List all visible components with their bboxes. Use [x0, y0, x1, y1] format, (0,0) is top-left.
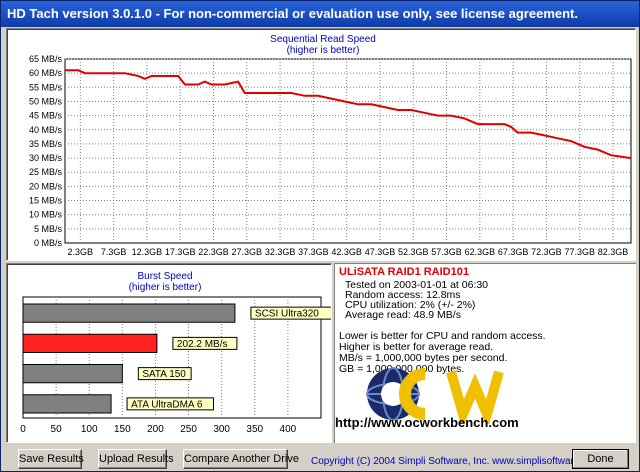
seq-x-tick-label: 12.3GB [132, 247, 163, 257]
seq-y-tick-label: 40 MB/s [29, 125, 63, 135]
seq-x-tick-label: 7.3GB [101, 247, 127, 257]
burst-bar-label-box [250, 306, 331, 320]
seq-y-tick-label: 10 MB/s [29, 210, 63, 220]
burst-chart-title: Burst Speed [137, 271, 192, 282]
drive-name: ULiSATA RAID1 RAID101 [339, 266, 469, 278]
burst-speed-chart: Burst Speed (higher is better) SCSI Ultr… [20, 271, 331, 435]
compare-another-drive-button[interactable]: Compare Another Drive [183, 449, 299, 469]
burst-x-tick-label: 250 [180, 424, 197, 435]
seq-x-tick-label: 47.3GB [365, 247, 396, 257]
seq-x-tick-label: 17.3GB [165, 247, 196, 257]
burst-bar [22, 333, 158, 353]
save-results-button[interactable]: Save Results [18, 449, 84, 469]
note-higher-better: Higher is better for average read. [339, 341, 494, 353]
tested-on: Tested on 2003-01-01 at 06:30 [345, 279, 489, 291]
seq-y-tick-label: 60 MB/s [29, 68, 63, 78]
title-bar: HD Tach version 3.0.1.0 - For non-commer… [1, 1, 639, 27]
sequential-read-chart: Sequential Read Speed (higher is better)… [29, 34, 632, 257]
burst-bar-label: 202.2 MB/s [177, 339, 228, 350]
burst-bar-label: ATA UltraDMA 6 [131, 399, 203, 410]
seq-y-tick-label: 45 MB/s [29, 111, 63, 121]
seq-chart-title: Sequential Read Speed [270, 34, 376, 45]
burst-x-tick-label: 100 [81, 424, 98, 435]
note-mbs-definition: MB/s = 1,000,000 bytes per second. [339, 352, 508, 364]
burst-bar [22, 394, 112, 414]
burst-plot-frame [22, 296, 322, 419]
note-gb-definition: GB = 1,000,000,000 bytes. [339, 363, 465, 375]
burst-chart-subtitle: (higher is better) [129, 282, 202, 293]
done-button[interactable]: Done [572, 449, 629, 469]
upload-results-button[interactable]: Upload Results [98, 449, 174, 469]
seq-read-line [65, 69, 632, 160]
burst-x-tick-label: 0 [20, 424, 26, 435]
seq-y-tick-label: 55 MB/s [29, 82, 63, 92]
seq-y-tick-label: 30 MB/s [29, 153, 63, 163]
ocw-logo-watermark [366, 367, 504, 424]
drive-info-panel: ULiSATA RAID1 RAID101 Tested on 2003-01-… [334, 263, 636, 443]
seq-x-tick-label: 37.3GB [298, 247, 329, 257]
seq-y-tick-label: 35 MB/s [29, 139, 63, 149]
seq-x-tick-label: 27.3GB [232, 247, 263, 257]
seq-y-tick-label: 25 MB/s [29, 167, 63, 177]
random-access: Random access: 12.8ms [345, 289, 461, 301]
burst-x-tick-label: 50 [51, 424, 63, 435]
seq-x-tick-label: 22.3GB [198, 247, 229, 257]
cpu-utilization: CPU utilization: 2% (+/- 2%) [345, 299, 476, 311]
note-lower-better: Lower is better for CPU and random acces… [339, 330, 546, 342]
seq-y-tick-label: 50 MB/s [29, 96, 63, 106]
burst-x-tick-label: 150 [114, 424, 131, 435]
seq-y-tick-label: 0 MB/s [34, 238, 63, 248]
seq-y-tick-label: 15 MB/s [29, 196, 63, 206]
burst-bar [22, 303, 236, 323]
seq-x-tick-label: 57.3GB [431, 247, 462, 257]
burst-bar [22, 364, 123, 384]
burst-speed-panel: Burst Speed (higher is better) SCSI Ultr… [6, 263, 332, 443]
seq-y-tick-label: 65 MB/s [29, 54, 63, 64]
seq-x-tick-label: 77.3GB [564, 247, 595, 257]
burst-x-tick-label: 200 [147, 424, 164, 435]
seq-x-tick-label: 42.3GB [331, 247, 362, 257]
burst-x-tick-label: 400 [280, 424, 297, 435]
seq-x-tick-label: 52.3GB [398, 247, 429, 257]
burst-bar-label-box [126, 397, 214, 411]
seq-x-tick-label: 82.3GB [598, 247, 629, 257]
burst-x-tick-label: 300 [213, 424, 230, 435]
sequential-read-panel: Sequential Read Speed (higher is better)… [6, 28, 636, 261]
seq-x-tick-label: 67.3GB [498, 247, 529, 257]
burst-bar-label-box [137, 367, 192, 381]
seq-x-tick-label: 62.3GB [465, 247, 496, 257]
burst-bar-label: SCSI Ultra320 [255, 309, 319, 320]
burst-bar-label: SATA 150 [142, 369, 186, 380]
seq-x-tick-label: 72.3GB [531, 247, 562, 257]
watermark-url: http://www.ocworkbench.com [335, 415, 519, 430]
average-read: Average read: 48.9 MB/s [345, 309, 461, 321]
burst-x-tick-label: 350 [246, 424, 263, 435]
seq-chart-subtitle: (higher is better) [287, 45, 360, 56]
copyright-text: Copyright (C) 2004 Simpli Software, Inc.… [311, 456, 602, 467]
burst-bar-label-box [172, 336, 238, 350]
seq-y-tick-label: 20 MB/s [29, 181, 63, 191]
seq-x-tick-label: 32.3GB [265, 247, 296, 257]
seq-x-tick-label: 2.3GB [68, 247, 94, 257]
seq-y-tick-label: 5 MB/s [34, 224, 63, 234]
